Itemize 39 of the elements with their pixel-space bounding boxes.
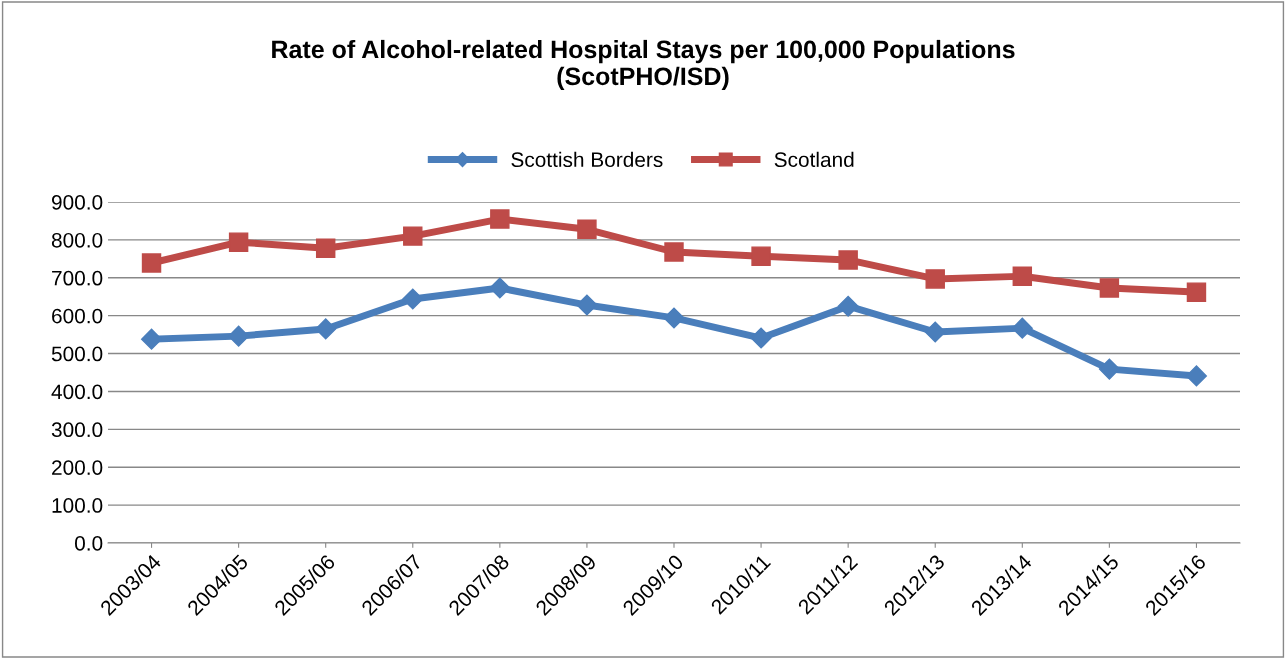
- point: [490, 209, 510, 229]
- y-tick-label: 800.0: [51, 232, 103, 248]
- point: [489, 277, 511, 299]
- point: [751, 246, 771, 266]
- point: [141, 253, 162, 273]
- point: [1012, 266, 1033, 286]
- y-tick-label: 200.0: [52, 460, 103, 475]
- point: [577, 219, 597, 240]
- point: [837, 295, 859, 317]
- point: [228, 325, 250, 347]
- chart-title: Rate of Alcohol-related Hospital Stays per 100,000 Populations (ScotPHO/ISD): [272, 39, 1015, 91]
- point: [1185, 365, 1207, 387]
- point: [925, 269, 945, 289]
- y-tick-label: 0.0: [74, 536, 103, 551]
- point: [315, 318, 337, 340]
- point: [924, 321, 946, 343]
- y-tick-label: 400.0: [51, 384, 103, 400]
- point: [403, 226, 423, 246]
- y-tick-label: 700.0: [52, 270, 103, 286]
- point: [750, 327, 772, 349]
- legend-label: Scottish Borders: [511, 151, 663, 168]
- point: [1098, 358, 1120, 380]
- y-tick-label: 600.0: [52, 308, 103, 324]
- point: [1011, 317, 1033, 339]
- point: [141, 328, 163, 350]
- point: [228, 232, 249, 252]
- point: [1099, 278, 1120, 298]
- point: [838, 250, 858, 270]
- point: [664, 242, 684, 262]
- point: [315, 238, 336, 258]
- legend-label: Scotland: [774, 151, 854, 168]
- y-tick-label: 900.0: [51, 195, 103, 210]
- point: [1186, 282, 1207, 302]
- y-tick-label: 500.0: [51, 346, 103, 362]
- point: [576, 294, 598, 316]
- point: [663, 307, 685, 329]
- y-tick-label: 300.0: [51, 422, 103, 438]
- point: [402, 288, 424, 310]
- y-tick-label: 100.0: [52, 498, 103, 513]
